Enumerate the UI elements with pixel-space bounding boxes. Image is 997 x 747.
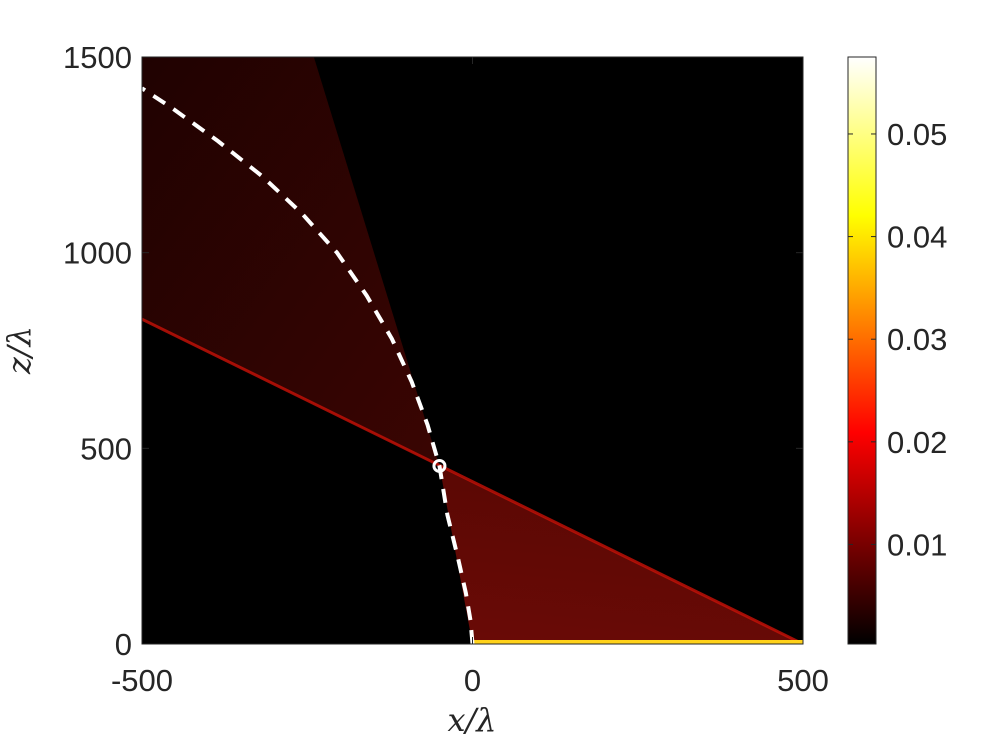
colorbar-tick-label: 0.02	[887, 425, 947, 460]
heatmap-focus-edge	[142, 317, 803, 644]
series-layer	[142, 86, 475, 644]
colorbar-gradient	[847, 56, 877, 645]
x-axis: -500 0 500	[111, 57, 829, 698]
y-axis: 0 500 1000 1500	[63, 40, 803, 662]
y-tick-label: 1500	[63, 40, 132, 75]
colorbar-tick-label: 0.05	[887, 117, 947, 152]
colorbar-tick-label: 0.04	[887, 220, 947, 255]
dashed-curve-0	[142, 86, 475, 644]
heatmap-diverging-cone	[142, 57, 440, 466]
y-tick-label: 500	[80, 431, 132, 466]
x-tick-label: -500	[111, 663, 173, 698]
heatmap-layer	[142, 57, 803, 644]
plot-area	[141, 56, 804, 645]
y-tick-label: 1000	[63, 236, 132, 271]
x-tick-label: 0	[464, 663, 481, 698]
colorbar-tick-label: 0.03	[887, 322, 947, 357]
focus-marker-0	[432, 458, 447, 473]
y-tick-label: 0	[115, 627, 132, 662]
x-tick-label: 500	[777, 663, 829, 698]
colorbar-tick-label: 0.01	[887, 527, 947, 562]
colorbar-ticks: 0.01 0.02 0.03 0.04 0.05	[848, 117, 947, 562]
x-axis-label: x/λ	[447, 701, 496, 739]
y-axis-label: z/λ	[0, 326, 38, 375]
colorbar: 0.01 0.02 0.03 0.04 0.05	[847, 56, 947, 645]
